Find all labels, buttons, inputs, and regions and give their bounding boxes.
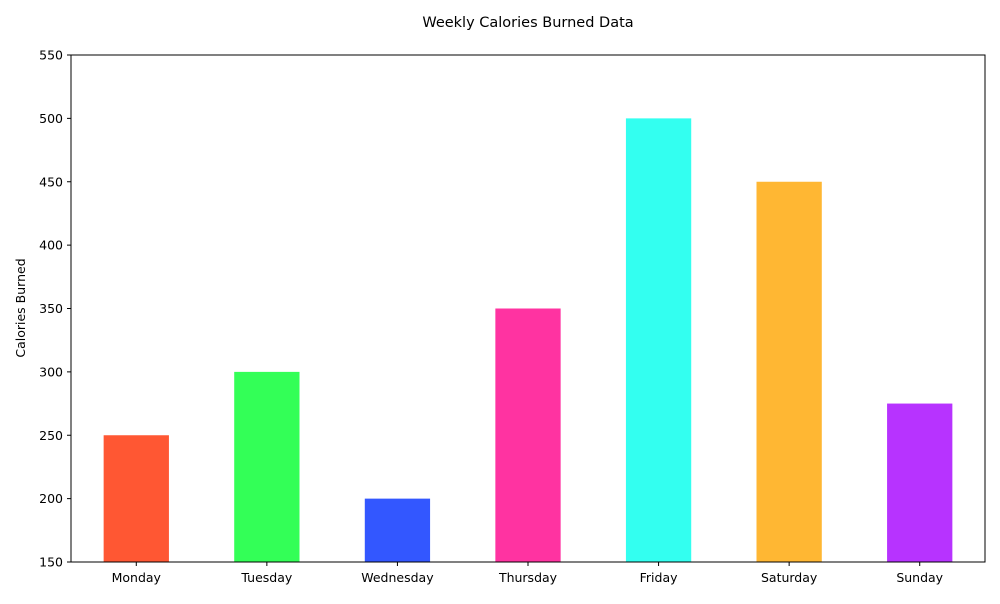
bar-tuesday (234, 371, 300, 563)
x-tick-label: Sunday (896, 570, 943, 585)
y-tick-label: 250 (39, 428, 63, 443)
y-axis-label: Calories Burned (13, 258, 28, 357)
y-tick-label: 200 (39, 491, 63, 506)
bar-thursday (495, 308, 561, 562)
bar-friday (625, 118, 692, 563)
chart-title: Weekly Calories Burned Data (422, 15, 633, 31)
x-tick-label: Thursday (498, 570, 558, 585)
x-tick-label: Monday (112, 570, 162, 585)
bar-wednesday (364, 498, 431, 563)
y-tick-label: 450 (39, 174, 63, 189)
y-tick-label: 150 (39, 555, 63, 570)
y-axis: 150 200 250 300 350 400 450 500 550 (39, 48, 71, 570)
x-tick-label: Wednesday (361, 570, 434, 585)
x-tick-label: Saturday (761, 570, 818, 585)
y-tick-label: 300 (39, 364, 63, 379)
bars-layer (103, 118, 953, 563)
plot-frame (70, 54, 986, 563)
bar-sunday (887, 403, 953, 562)
x-tick-label: Friday (640, 570, 678, 585)
y-tick-label: 400 (39, 238, 63, 253)
x-axis: Monday Tuesday Wednesday Thursday Friday Satu… (112, 562, 944, 585)
y-tick-label: 500 (39, 111, 63, 126)
x-tick-label: Tuesday (240, 570, 292, 585)
bar-monday (103, 435, 169, 562)
bar-saturday (756, 181, 822, 562)
y-tick-label: 550 (39, 48, 63, 63)
y-tick-label: 350 (39, 301, 63, 316)
